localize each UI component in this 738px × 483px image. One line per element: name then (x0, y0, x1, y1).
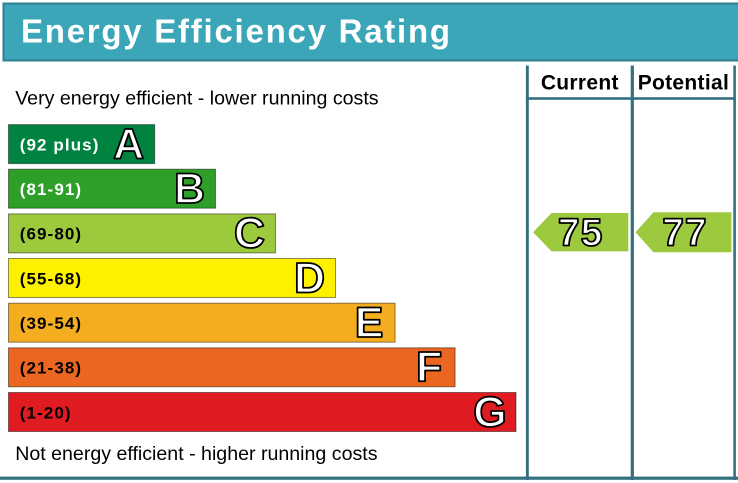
svg-text:Not energy efficient - higher: Not energy efficient - higher running co… (15, 443, 378, 465)
svg-text:77: 77 (662, 212, 707, 255)
svg-text:(39-54): (39-54) (20, 314, 83, 333)
svg-text:75: 75 (558, 212, 603, 255)
svg-text:(81-91): (81-91) (20, 180, 83, 199)
svg-text:Very energy efficient - lower: Very energy efficient - lower running co… (15, 88, 379, 110)
svg-text:(55-68): (55-68) (20, 269, 83, 288)
svg-text:Energy Efficiency Rating: Energy Efficiency Rating (21, 13, 452, 50)
svg-text:(21-38): (21-38) (20, 359, 83, 378)
svg-text:Current: Current (541, 71, 619, 94)
svg-text:B: B (174, 165, 205, 213)
svg-text:G: G (473, 388, 506, 436)
svg-text:A: A (113, 120, 144, 168)
svg-text:D: D (294, 254, 325, 302)
svg-text:(69-80): (69-80) (20, 225, 83, 244)
svg-text:C: C (234, 210, 265, 258)
svg-text:(1-20): (1-20) (20, 403, 72, 422)
svg-text:(92 plus): (92 plus) (20, 135, 100, 154)
svg-text:F: F (416, 344, 442, 392)
svg-text:E: E (355, 299, 384, 347)
svg-text:Potential: Potential (638, 71, 729, 94)
